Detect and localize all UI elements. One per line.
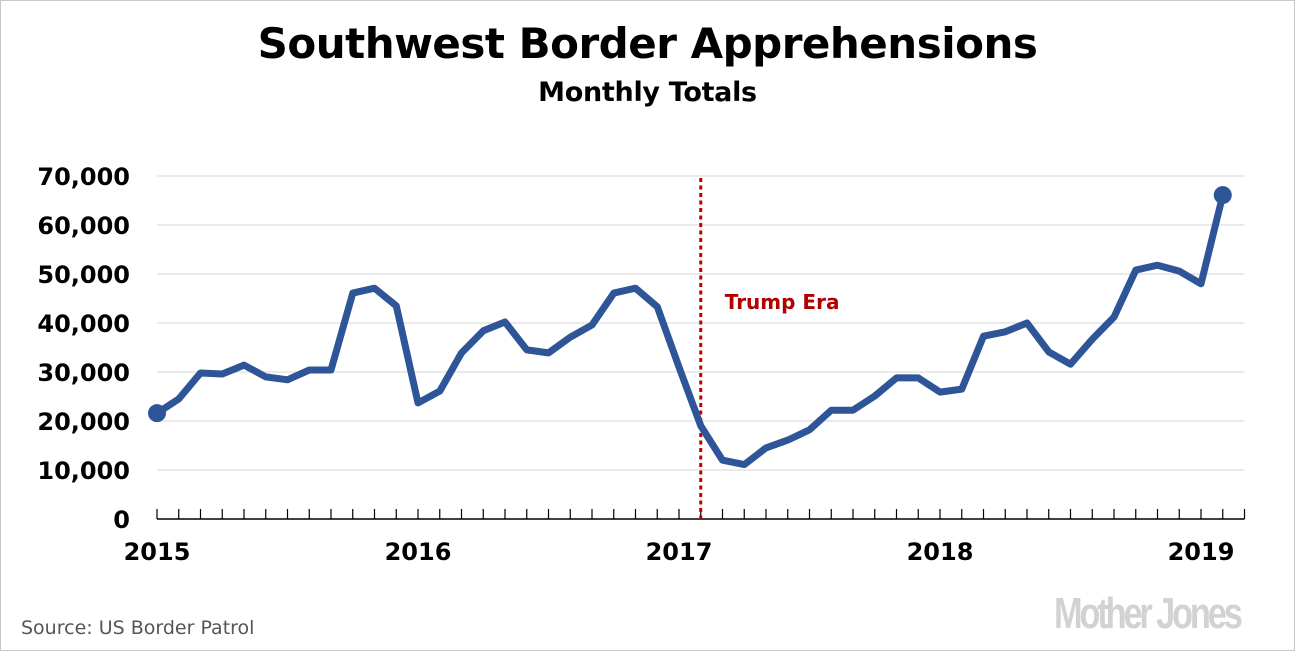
x-tick-label: 2017 bbox=[646, 538, 713, 566]
mother-jones-logo: Mother Jones bbox=[1054, 589, 1243, 638]
end-point-marker bbox=[1213, 186, 1232, 205]
gridlines bbox=[157, 175, 1245, 471]
y-tick-label: 20,000 bbox=[37, 408, 130, 436]
trump-era-label: Trump Era bbox=[725, 290, 840, 314]
start-point-marker bbox=[148, 404, 166, 423]
source-note: Source: US Border Patrol bbox=[21, 617, 255, 639]
y-tick-label: 60,000 bbox=[37, 212, 130, 240]
series-line bbox=[153, 191, 1227, 469]
series bbox=[148, 186, 1232, 469]
x-tick-label: 2016 bbox=[385, 538, 452, 566]
y-tick-label: 10,000 bbox=[37, 457, 130, 485]
chart-title: Southwest Border Apprehensions bbox=[257, 19, 1038, 68]
y-tick-label: 70,000 bbox=[37, 163, 130, 191]
y-tick-label: 0 bbox=[113, 506, 130, 534]
y-tick-label: 30,000 bbox=[37, 359, 130, 387]
y-axis-labels: 0 10,000 20,000 30,000 40,000 50,000 60,000 70,… bbox=[37, 163, 130, 534]
x-tick-label: 2015 bbox=[124, 538, 191, 566]
x-axis: 2015 2016 2017 2018 2019 bbox=[124, 509, 1246, 566]
x-tick-label: 2018 bbox=[907, 538, 974, 566]
annotations: Trump Era bbox=[699, 178, 840, 519]
y-tick-label: 40,000 bbox=[37, 310, 130, 338]
x-tick-label: 2019 bbox=[1168, 538, 1235, 566]
chart-subtitle: Monthly Totals bbox=[538, 77, 757, 108]
y-tick-label: 50,000 bbox=[37, 261, 130, 289]
